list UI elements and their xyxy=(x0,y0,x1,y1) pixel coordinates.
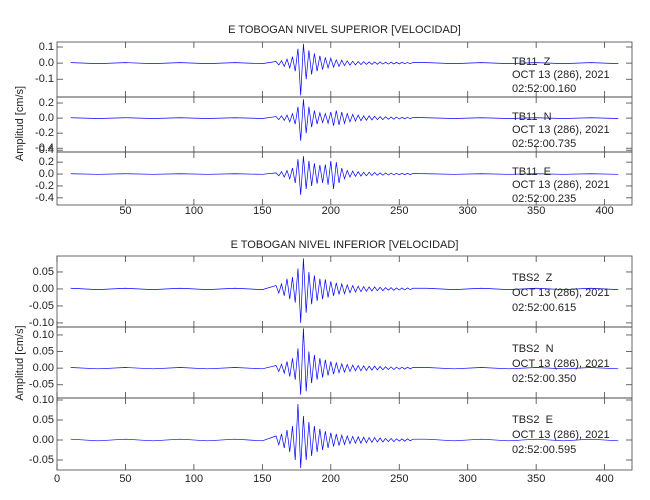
trace-annotation: OCT 13 (286), 2021 xyxy=(512,69,610,81)
chart-title: E TOBOGAN NIVEL SUPERIOR [VELOCIDAD] xyxy=(228,24,461,36)
y-tick-label: 0.0 xyxy=(39,112,54,124)
x-tick-label: 200 xyxy=(322,205,340,217)
x-tick-label: 350 xyxy=(527,205,545,217)
chart-title: E TOBOGAN NIVEL INFERIOR [VELOCIDAD] xyxy=(231,239,459,251)
trace xyxy=(70,258,619,323)
y-axis-label: Amplitud [cm/s] xyxy=(14,325,26,400)
y-tick-label: -0.05 xyxy=(29,300,54,312)
y-tick-label: 0.2 xyxy=(39,97,54,109)
x-tick-label: 250 xyxy=(390,205,408,217)
y-axis-label: Amplitud [cm/s] xyxy=(14,86,26,161)
trace xyxy=(70,328,619,395)
y-tick-label: -0.4 xyxy=(35,192,54,204)
x-tick-label: 150 xyxy=(253,473,271,485)
y-tick-label: 0.05 xyxy=(33,414,54,426)
y-tick-label: -0.05 xyxy=(29,454,54,466)
trace xyxy=(70,403,619,469)
panel-frame xyxy=(56,397,633,471)
trace xyxy=(70,156,619,195)
trace-annotation: 02:52:00.350 xyxy=(512,373,576,385)
trace xyxy=(70,99,619,141)
y-tick-label: -0.05 xyxy=(29,379,54,391)
y-tick-label: -0.2 xyxy=(35,180,54,192)
y-tick-label: -0.10 xyxy=(29,317,54,329)
y-tick-label: -0.4 xyxy=(35,142,54,154)
trace-annotation: 02:52:00.735 xyxy=(512,138,576,150)
trace xyxy=(70,43,619,96)
x-tick-label: 300 xyxy=(459,205,477,217)
y-tick-label: 0.05 xyxy=(33,345,54,357)
y-tick-label: -0.2 xyxy=(35,127,54,139)
x-tick-label: 100 xyxy=(185,473,203,485)
x-tick-label: 50 xyxy=(119,205,131,217)
x-tick-label: 200 xyxy=(322,473,340,485)
trace-annotation: OCT 13 (286), 2021 xyxy=(512,287,610,299)
x-tick-label: 250 xyxy=(390,473,408,485)
x-tick-label: 100 xyxy=(185,205,203,217)
trace-annotation: OCT 13 (286), 2021 xyxy=(512,179,610,191)
panel-frame xyxy=(56,151,633,206)
y-tick-label: 0.05 xyxy=(33,266,54,278)
y-tick-label: 0.00 xyxy=(33,434,54,446)
y-tick-label: 0.0 xyxy=(39,57,54,69)
y-tick-label: 0.10 xyxy=(33,329,54,341)
y-tick-label: 0.00 xyxy=(33,283,54,295)
trace-name: TB11 N xyxy=(512,111,552,123)
trace-annotation: 02:52:00.615 xyxy=(512,302,576,314)
y-tick-label: 0.10 xyxy=(33,394,54,406)
x-tick-label: 50 xyxy=(119,473,131,485)
y-tick-label: 0.4 xyxy=(39,144,54,156)
trace-annotation: OCT 13 (286), 2021 xyxy=(512,358,610,370)
trace-name: TBS2 Z xyxy=(512,272,553,284)
x-tick-label: 0 xyxy=(54,473,60,485)
trace-name: TB11 Z xyxy=(512,56,551,68)
x-tick-label: 300 xyxy=(459,473,477,485)
y-tick-label: 0.0 xyxy=(39,168,54,180)
x-tick-label: 400 xyxy=(595,473,613,485)
trace-annotation: 02:52:00.235 xyxy=(512,193,576,205)
y-tick-label: 0.1 xyxy=(39,41,54,53)
y-tick-label: 0.00 xyxy=(33,362,54,374)
trace-annotation: OCT 13 (286), 2021 xyxy=(512,124,610,136)
x-tick-label: 150 xyxy=(253,205,271,217)
x-tick-label: 400 xyxy=(595,205,613,217)
trace-annotation: OCT 13 (286), 2021 xyxy=(512,429,610,441)
y-tick-label: -0.1 xyxy=(35,73,54,85)
trace-annotation: 02:52:00.595 xyxy=(512,444,576,456)
y-tick-label: 0.2 xyxy=(39,156,54,168)
trace-name: TB11 E xyxy=(512,166,551,178)
trace-annotation: 02:52:00.160 xyxy=(512,83,576,95)
x-tick-label: 350 xyxy=(527,473,545,485)
trace-name: TBS2 E xyxy=(512,414,553,426)
trace-name: TBS2 N xyxy=(512,343,554,355)
